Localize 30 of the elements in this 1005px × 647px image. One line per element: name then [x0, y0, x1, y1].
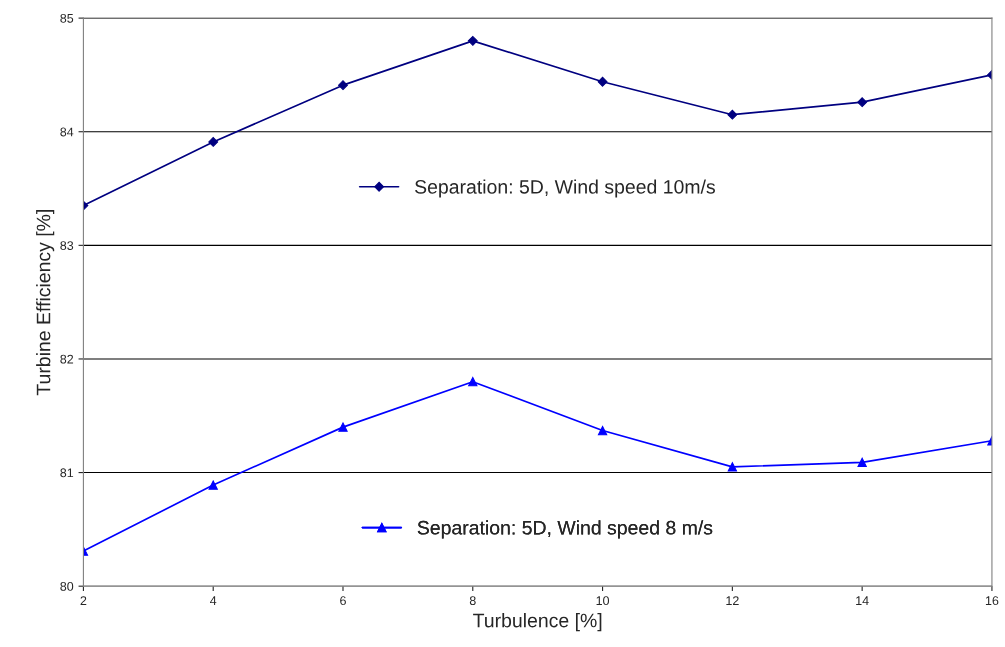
y-tick-label: 84 — [60, 127, 74, 137]
y-tick-label: 80 — [60, 581, 74, 591]
point — [208, 137, 219, 147]
point — [597, 425, 608, 436]
point — [727, 462, 738, 472]
x-tick-label: 16 — [985, 596, 999, 606]
y-tick-label: 81 — [60, 468, 74, 478]
x-tick-label: 10 — [596, 596, 610, 606]
point — [727, 109, 738, 120]
point — [597, 76, 608, 87]
y-tick-label: 82 — [60, 354, 74, 364]
x-tick-label: 12 — [726, 596, 739, 605]
legend-label: Separation: 5D, Wind speed 8 m/s — [417, 520, 713, 539]
x-tick-label: 2 — [80, 596, 87, 605]
x-tick-label: 4 — [210, 596, 217, 605]
legend-label: Separation: 5D, Wind speed 10m/s — [415, 179, 715, 198]
point — [468, 376, 478, 387]
x-tick-label: 8 — [469, 596, 476, 606]
point — [467, 35, 478, 46]
x-axis-title: Turbulence [%] — [473, 613, 602, 632]
y-tick-label: 83 — [60, 241, 74, 250]
y-tick-label: 85 — [60, 13, 74, 23]
point — [857, 97, 868, 108]
x-tick-label: 14 — [856, 596, 869, 605]
point — [338, 80, 348, 91]
point — [857, 457, 867, 468]
point — [338, 422, 348, 432]
point — [208, 480, 218, 490]
y-axis-title: Turbine Efficiency [%] — [36, 210, 55, 396]
x-tick-label: 6 — [340, 596, 346, 606]
